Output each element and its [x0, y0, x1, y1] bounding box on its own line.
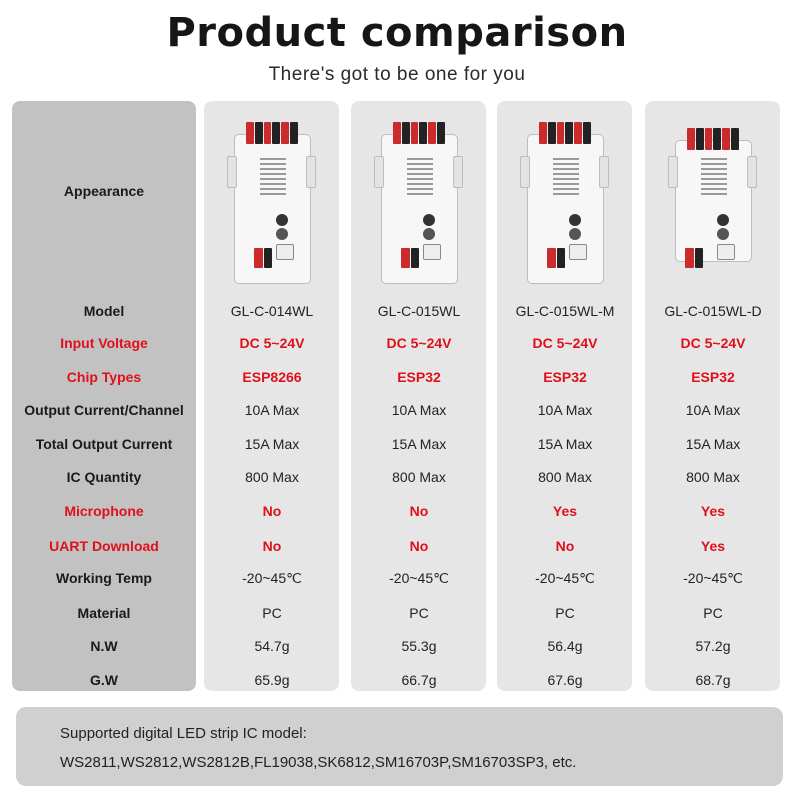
cell-nw: 55.3g: [401, 638, 437, 654]
row-label-input-voltage: Input Voltage: [60, 335, 148, 351]
cell-material: PC: [409, 605, 429, 621]
supported-ic-list: WS2811,WS2812,WS2812B,FL19038,SK6812,SM1…: [60, 754, 577, 771]
cell-nw: 54.7g: [254, 638, 290, 654]
product-image: [517, 116, 612, 286]
row-label-appearance: Appearance: [63, 183, 145, 199]
cell-output-current: 10A Max: [537, 402, 593, 418]
label-column: [12, 101, 196, 691]
cell-input-voltage: DC 5~24V: [239, 335, 305, 351]
cell-output-current: 10A Max: [244, 402, 300, 418]
cell-chip: ESP32: [543, 369, 587, 385]
cell-model: GL-C-015WL-D: [664, 303, 762, 319]
cell-chip: ESP8266: [242, 369, 302, 385]
product-image: [665, 116, 760, 286]
cell-working-temp: -20~45℃: [242, 570, 302, 586]
cell-uart: No: [262, 538, 282, 554]
row-label-microphone: Microphone: [64, 503, 144, 519]
cell-gw: 67.6g: [547, 672, 583, 688]
row-label-nw: N.W: [90, 638, 118, 654]
cell-uart: Yes: [700, 538, 726, 554]
cell-microphone: Yes: [700, 503, 726, 519]
cell-material: PC: [262, 605, 282, 621]
cell-chip: ESP32: [397, 369, 441, 385]
cell-uart: No: [555, 538, 575, 554]
cell-gw: 66.7g: [401, 672, 437, 688]
cell-output-current: 10A Max: [685, 402, 741, 418]
cell-microphone: No: [262, 503, 282, 519]
cell-chip: ESP32: [691, 369, 735, 385]
cell-total-output: 15A Max: [537, 436, 593, 452]
row-label-ic-quantity: IC Quantity: [66, 469, 142, 485]
cell-microphone: Yes: [552, 503, 578, 519]
supported-ic-box: Supported digital LED strip IC model: WS…: [16, 707, 783, 786]
cell-ic-quantity: 800 Max: [245, 469, 299, 485]
cell-gw: 65.9g: [254, 672, 290, 688]
cell-gw: 68.7g: [695, 672, 731, 688]
row-label-material: Material: [77, 605, 131, 621]
cell-input-voltage: DC 5~24V: [386, 335, 452, 351]
product-image: [224, 116, 319, 286]
row-label-chip-types: Chip Types: [66, 369, 142, 385]
page-subtitle: There's got to be one for you: [268, 64, 526, 85]
cell-microphone: No: [409, 503, 429, 519]
row-label-total-output: Total Output Current: [35, 436, 173, 452]
cell-ic-quantity: 800 Max: [686, 469, 740, 485]
cell-total-output: 15A Max: [391, 436, 447, 452]
cell-material: PC: [555, 605, 575, 621]
cell-output-current: 10A Max: [391, 402, 447, 418]
cell-input-voltage: DC 5~24V: [680, 335, 746, 351]
supported-ic-heading: Supported digital LED strip IC model:: [60, 725, 307, 742]
row-label-gw: G.W: [90, 672, 118, 688]
cell-nw: 57.2g: [695, 638, 731, 654]
cell-working-temp: -20~45℃: [535, 570, 595, 586]
page-title: Product comparison: [166, 10, 628, 56]
row-label-model: Model: [83, 303, 125, 319]
cell-total-output: 15A Max: [685, 436, 741, 452]
cell-ic-quantity: 800 Max: [392, 469, 446, 485]
cell-input-voltage: DC 5~24V: [532, 335, 598, 351]
cell-ic-quantity: 800 Max: [538, 469, 592, 485]
cell-total-output: 15A Max: [244, 436, 300, 452]
cell-model: GL-C-014WL: [230, 303, 314, 319]
product-image: [371, 116, 466, 286]
cell-nw: 56.4g: [547, 638, 583, 654]
row-label-output-current: Output Current/Channel: [24, 402, 184, 418]
cell-model: GL-C-015WL-M: [515, 303, 615, 319]
cell-working-temp: -20~45℃: [683, 570, 743, 586]
cell-uart: No: [409, 538, 429, 554]
row-label-working-temp: Working Temp: [56, 570, 152, 586]
row-label-uart: UART Download: [49, 538, 159, 554]
cell-working-temp: -20~45℃: [389, 570, 449, 586]
cell-material: PC: [703, 605, 723, 621]
cell-model: GL-C-015WL: [377, 303, 461, 319]
